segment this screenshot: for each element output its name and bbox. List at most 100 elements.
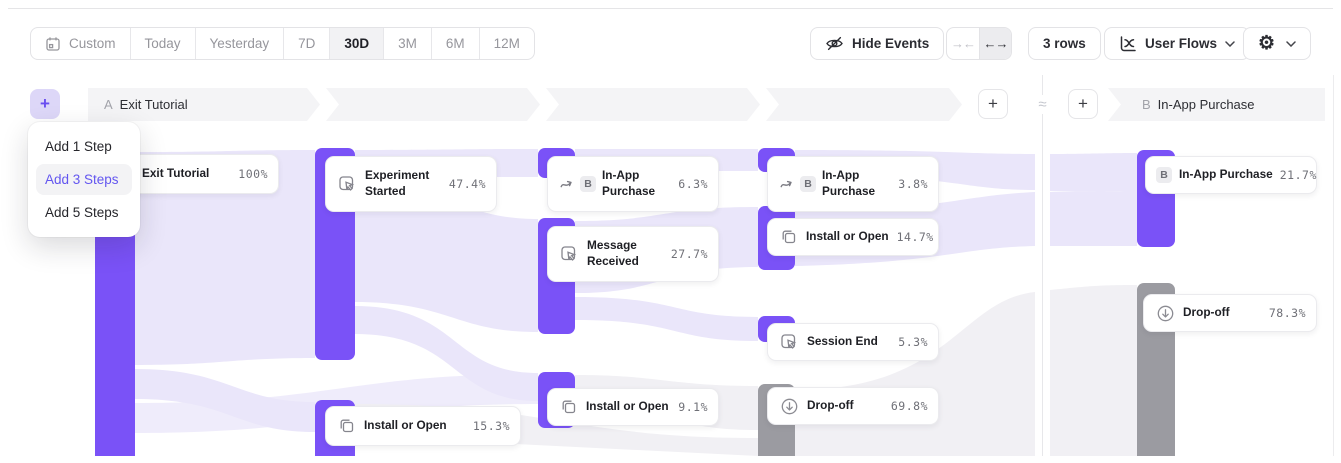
rows-label: 3 rows [1043, 36, 1086, 51]
menu-item-add-1-step[interactable]: Add 1 Step [36, 131, 132, 162]
section-b-title: In-App Purchase [1157, 97, 1255, 112]
collapse-columns-button[interactable]: →← [947, 28, 979, 59]
node-value: 14.7% [896, 230, 934, 244]
flow-node-session-end[interactable]: Session End 5.3% [767, 323, 939, 361]
toolbar: Custom Today Yesterday 7D 30D 3M 6M 12M … [0, 0, 1341, 75]
dropoff-icon [780, 397, 799, 416]
menu-item-add-3-steps[interactable]: Add 3 Steps [36, 164, 132, 195]
menu-item-label: Add 1 Step [45, 139, 112, 154]
node-value: 69.8% [890, 399, 928, 413]
menu-item-label: Add 3 Steps [45, 172, 119, 187]
hide-events-label: Hide Events [852, 36, 930, 51]
node-label: Experiment Started [365, 168, 430, 198]
event-icon [780, 333, 799, 352]
copy-icon [338, 417, 356, 435]
date-range-label: Today [144, 36, 181, 51]
section-b-prefix: B [1142, 97, 1151, 112]
node-value: 78.3% [1268, 306, 1306, 320]
node-value: 27.7% [670, 247, 708, 261]
trend-arrow-icon [560, 178, 574, 190]
step-header-b-1[interactable]: B In-App Purchase [1108, 88, 1325, 121]
flow-node-in-app-purchase-6[interactable]: B In-App Purchase 6.3% [547, 156, 719, 212]
section-b-label: B In-App Purchase [1108, 97, 1255, 112]
event-icon [338, 175, 357, 194]
flow-node-experiment-started[interactable]: Experiment Started 47.4% [325, 156, 497, 212]
node-label: Install or Open [586, 399, 669, 414]
date-range-label: 30D [344, 36, 370, 51]
date-range-custom[interactable]: Custom [31, 28, 130, 59]
view-selector[interactable]: User Flows [1104, 27, 1251, 60]
flow-node-message-received[interactable]: Message Received 27.7% [547, 226, 719, 282]
plus-icon: + [1078, 94, 1088, 113]
flow-node-drop-off-69[interactable]: Drop-off 69.8% [767, 387, 939, 425]
section-a-label: A Exit Tutorial [88, 97, 188, 112]
date-range-label: 7D [298, 36, 316, 51]
node-value: 15.3% [472, 419, 510, 433]
date-range-label: Custom [69, 36, 116, 51]
date-range-12m[interactable]: 12M [478, 28, 534, 59]
date-range-group: Custom Today Yesterday 7D 30D 3M 6M 12M [30, 27, 535, 60]
event-icon [560, 245, 579, 264]
node-label: Exit Tutorial [142, 166, 210, 181]
copy-icon [560, 398, 578, 416]
plus-icon: + [988, 94, 998, 113]
card-right-border [1333, 75, 1334, 456]
section-divider-line [1042, 75, 1043, 456]
date-range-label: Yesterday [209, 36, 270, 51]
date-range-label: 3M [398, 36, 417, 51]
section-a-title: Exit Tutorial [119, 97, 188, 112]
copy-icon [780, 228, 798, 246]
node-value: 100% [238, 167, 268, 181]
date-range-30d[interactable]: 30D [329, 28, 384, 59]
date-range-label: 6M [445, 36, 465, 51]
flow-node-exit-tutorial[interactable]: Exit Tutorial 100% [129, 154, 279, 194]
node-value: 3.8% [898, 177, 928, 191]
trend-arrow-icon [780, 178, 794, 190]
node-label: Message Received [587, 238, 639, 268]
date-range-label: 12M [493, 36, 520, 51]
node-value: 47.4% [448, 177, 486, 191]
node-value: 6.3% [678, 177, 708, 191]
step-header-a-4[interactable] [766, 88, 962, 121]
add-step-button-open[interactable]: + [30, 89, 60, 119]
flow-node-install-or-open-9[interactable]: Install or Open 9.1% [547, 388, 719, 426]
rows-button[interactable]: 3 rows [1028, 27, 1101, 60]
node-label: Install or Open [364, 418, 447, 433]
view-label: User Flows [1145, 36, 1218, 51]
add-step-button-section-b[interactable]: + [1068, 89, 1098, 119]
settings-button[interactable]: ⚙ [1243, 27, 1312, 60]
menu-item-add-5-steps[interactable]: Add 5 Steps [36, 197, 132, 228]
flow-node-install-or-open-15[interactable]: Install or Open 15.3% [325, 406, 521, 446]
date-range-today[interactable]: Today [129, 28, 195, 59]
flow-node-in-app-purchase-3[interactable]: B In-App Purchase 3.8% [767, 156, 939, 212]
date-range-7d[interactable]: 7D [283, 28, 329, 59]
date-range-3m[interactable]: 3M [383, 28, 431, 59]
add-step-button-section-a[interactable]: + [978, 89, 1008, 119]
date-range-6m[interactable]: 6M [430, 28, 479, 59]
flow-node-install-or-open-14[interactable]: Install or Open 14.7% [767, 218, 939, 256]
flow-node-drop-off-78[interactable]: Drop-off 78.3% [1143, 294, 1317, 332]
card-top-border [8, 8, 1333, 9]
gear-icon: ⚙ [1258, 33, 1276, 54]
flow-node-in-app-purchase-21[interactable]: B In-App Purchase 21.7% [1145, 156, 1317, 194]
step-header-a-3[interactable] [546, 88, 760, 121]
expand-icon: ←→ [983, 36, 1009, 51]
node-label: In-App Purchase [822, 168, 876, 198]
node-value: 21.7% [1279, 168, 1317, 182]
series-b-badge: B [580, 176, 596, 192]
node-value: 9.1% [678, 400, 708, 414]
series-b-badge: B [800, 176, 816, 192]
add-step-menu: Add 1 Step Add 3 Steps Add 5 Steps [28, 122, 140, 237]
node-label: Install or Open [806, 229, 889, 244]
step-header-a-1[interactable]: A Exit Tutorial [88, 88, 320, 121]
date-range-yesterday[interactable]: Yesterday [194, 28, 284, 59]
node-value: 5.3% [898, 335, 928, 349]
divider-approx-symbol: ≈ [1029, 95, 1056, 114]
collapse-expand-toggle: →← ←→ [946, 27, 1012, 60]
menu-item-label: Add 5 Steps [45, 205, 119, 220]
hide-events-button[interactable]: Hide Events [810, 27, 945, 60]
step-header-a-2[interactable] [326, 88, 540, 121]
expand-columns-button[interactable]: ←→ [979, 28, 1011, 59]
eye-off-icon [825, 34, 844, 53]
